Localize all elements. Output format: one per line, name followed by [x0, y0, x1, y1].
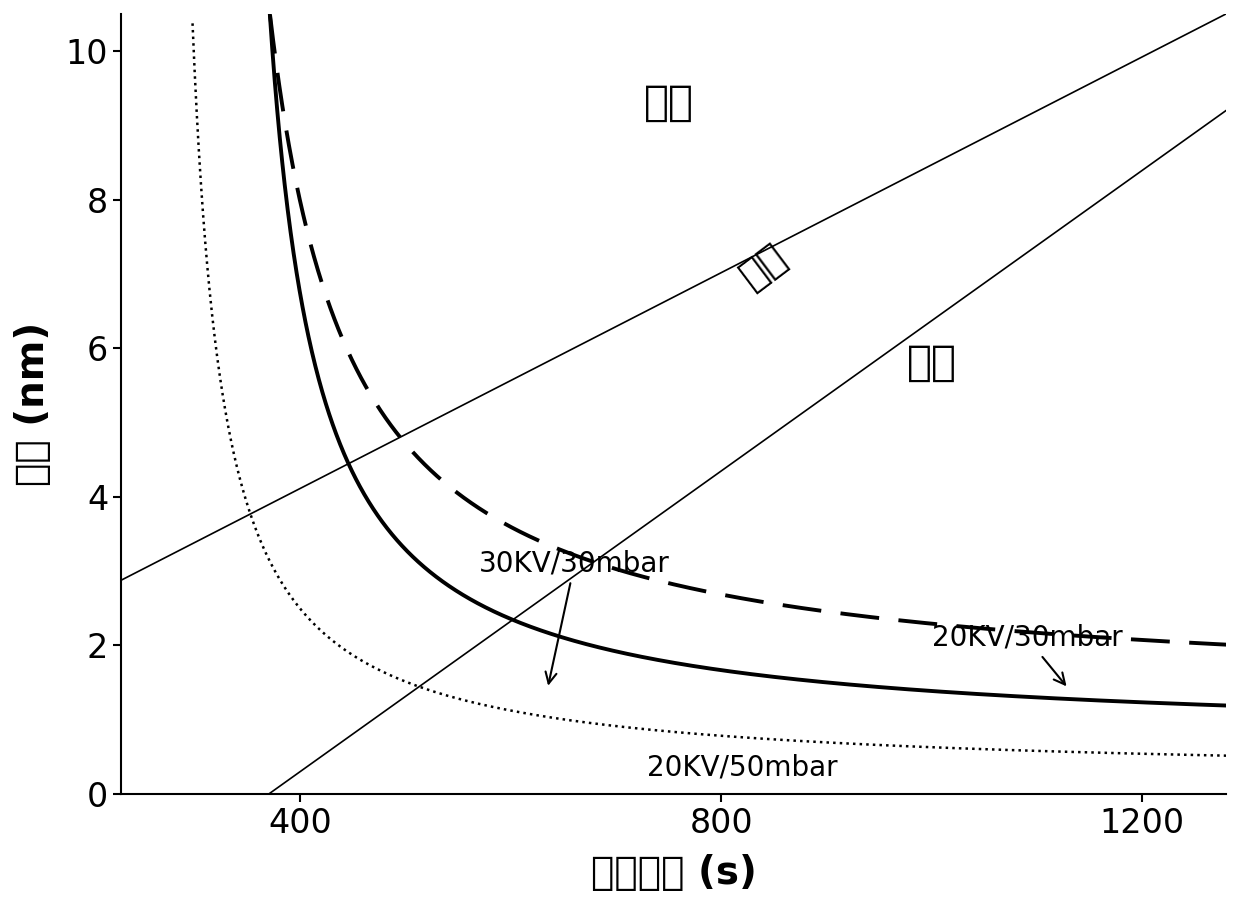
Text: 前端: 前端 [644, 82, 693, 124]
Text: 末端: 末端 [906, 342, 956, 384]
X-axis label: 迁移时间 (s): 迁移时间 (s) [590, 854, 756, 892]
Text: 转角: 转角 [733, 237, 794, 295]
Y-axis label: 半径 (nm): 半径 (nm) [14, 322, 52, 487]
Text: 30KV/30mbar: 30KV/30mbar [479, 550, 670, 683]
Text: 20KV/50mbar: 20KV/50mbar [647, 753, 837, 781]
Text: 20KV/30mbar: 20KV/30mbar [931, 624, 1122, 685]
